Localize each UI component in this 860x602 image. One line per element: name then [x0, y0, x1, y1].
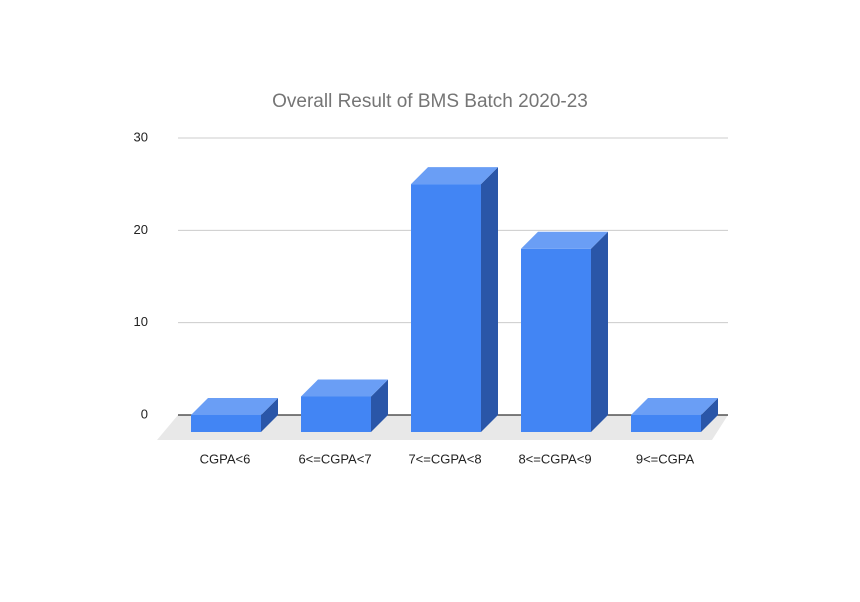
y-tick-label: 10 — [134, 314, 148, 329]
bar-top — [631, 398, 718, 415]
bar-front — [191, 415, 261, 432]
bar-side — [261, 398, 278, 432]
x-tick-label: 8<=CGPA<9 — [518, 451, 591, 466]
x-tick-label: CGPA<6 — [200, 451, 251, 466]
bar-top — [521, 231, 608, 249]
x-tick-label: 6<=CGPA<7 — [298, 451, 371, 466]
x-tick-label: 9<=CGPA — [636, 451, 695, 466]
bar-front — [521, 248, 591, 432]
bar — [191, 398, 278, 432]
bar-side — [591, 231, 608, 432]
bar-front — [301, 396, 371, 432]
bar-front — [631, 415, 701, 432]
bar-side — [701, 398, 718, 432]
bar — [411, 167, 498, 432]
y-tick-label: 20 — [134, 222, 148, 237]
y-tick-label: 0 — [141, 406, 148, 421]
bar-front — [411, 184, 481, 432]
bar — [521, 231, 608, 432]
bar-top — [191, 398, 278, 415]
y-tick-label: 30 — [134, 129, 148, 144]
bar — [301, 379, 388, 432]
x-tick-label: 7<=CGPA<8 — [408, 451, 481, 466]
bar-side — [371, 379, 388, 432]
bar-top — [301, 379, 388, 397]
chart-title: Overall Result of BMS Batch 2020-23 — [272, 91, 588, 112]
bar-top — [411, 167, 498, 185]
bar-side — [481, 167, 498, 432]
bar — [631, 398, 718, 432]
